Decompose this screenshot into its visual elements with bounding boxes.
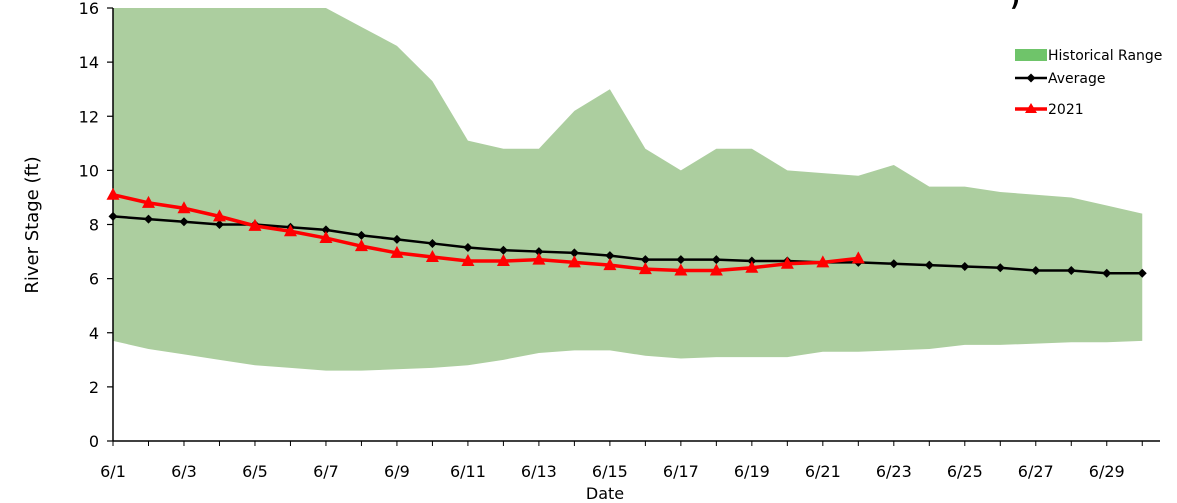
x-tick-label: 6/17 — [663, 462, 699, 481]
average-point — [889, 259, 899, 269]
average-point — [392, 234, 402, 244]
series-2021-point — [709, 263, 723, 276]
average-point — [179, 217, 189, 227]
y-tick-label: 0 — [89, 432, 99, 451]
series-2021-point — [106, 187, 120, 200]
average-point — [1102, 268, 1112, 278]
series-2021-line — [112, 193, 859, 273]
series-2021-point — [567, 255, 581, 268]
series-2021-point — [851, 251, 865, 264]
x-tick-label: 6/5 — [242, 462, 268, 481]
average-point — [605, 251, 615, 261]
average-point — [321, 225, 331, 235]
series-2021-point — [638, 262, 652, 275]
x-tick-label: 6/3 — [171, 462, 197, 481]
series-2021-point — [461, 254, 475, 267]
x-axis-label: Date — [586, 484, 624, 503]
x-tick-label: 6/1 — [100, 462, 126, 481]
average-point — [143, 214, 153, 224]
average-point — [498, 245, 508, 255]
legend-label-2021: 2021 — [1048, 102, 1084, 118]
legend-label-average: Average — [1048, 71, 1106, 87]
legend-swatch-historical-range — [1015, 49, 1047, 61]
legend-marker-2021 — [1025, 103, 1037, 113]
x-tick-label: 6/15 — [592, 462, 628, 481]
x-tick-label: 6/7 — [313, 462, 339, 481]
series-2021-point — [354, 239, 368, 252]
series-2021-point — [603, 258, 617, 271]
x-tick-label: 6/11 — [450, 462, 486, 481]
series-2021-point — [780, 256, 794, 269]
average-point — [463, 243, 473, 253]
average-point — [356, 230, 366, 240]
y-tick-label: 6 — [89, 270, 99, 289]
y-tick-label: 12 — [79, 107, 99, 126]
average-point — [676, 255, 686, 265]
average-point — [427, 238, 437, 248]
average-point — [995, 263, 1005, 273]
series-2021-point — [674, 263, 688, 276]
legend-marker-average — [1026, 73, 1036, 83]
y-tick-label: 16 — [79, 0, 99, 18]
average-point — [569, 248, 579, 258]
x-tick-label: 6/27 — [1018, 462, 1054, 481]
average-line — [112, 215, 1143, 275]
y-tick-label: 14 — [79, 53, 99, 72]
average-point — [108, 211, 118, 221]
series-2021-point — [816, 255, 830, 268]
series-2021-point — [390, 245, 404, 258]
x-tick-label: 6/25 — [947, 462, 983, 481]
series-2021-point — [177, 201, 191, 214]
y-tick-label: 2 — [89, 378, 99, 397]
series-2021-point — [319, 231, 333, 244]
average-point — [924, 260, 934, 270]
x-tick-label: 6/29 — [1089, 462, 1125, 481]
series-2021-point — [248, 218, 262, 231]
legend: Historical Range Average 2021 — [1015, 48, 1162, 118]
average-point — [1137, 268, 1147, 278]
y-axis-label: River Stage (ft) — [22, 156, 43, 293]
average-point — [214, 220, 224, 229]
series-2021-point — [283, 224, 297, 237]
series-2021-point — [141, 195, 155, 208]
y-tick-label: 4 — [89, 324, 99, 343]
average-point — [534, 247, 544, 257]
average-point — [640, 255, 650, 265]
average-point — [1066, 266, 1076, 276]
average-point — [711, 255, 721, 265]
series-2021-point — [745, 260, 759, 273]
y-tick-label: 10 — [79, 161, 99, 180]
historical-range-area — [113, 8, 1143, 371]
y-axis: 0 2 4 6 8 10 12 14 16 — [79, 0, 114, 451]
x-tick-label: 6/23 — [876, 462, 912, 481]
series-2021-point — [496, 254, 510, 267]
x-axis: 6/1 6/3 6/5 6/7 6/9 6/11 6/13 6/15 6/17 6/19 6/21 6… — [100, 440, 1160, 481]
x-tick-label: 6/9 — [384, 462, 410, 481]
x-tick-label: 6/19 — [734, 462, 770, 481]
average-point — [960, 261, 970, 271]
series-2021-point — [212, 209, 226, 222]
legend-label-historical-range: Historical Range — [1048, 48, 1162, 64]
x-tick-label: 6/21 — [805, 462, 841, 481]
series-2021-point — [425, 249, 439, 262]
y-tick-label: 8 — [89, 216, 99, 235]
average-point — [1031, 266, 1041, 276]
chart-title-fragment: ) — [1010, 0, 1020, 12]
series-2021 — [106, 187, 865, 276]
x-tick-label: 6/13 — [521, 462, 557, 481]
series-2021-point — [532, 252, 546, 265]
